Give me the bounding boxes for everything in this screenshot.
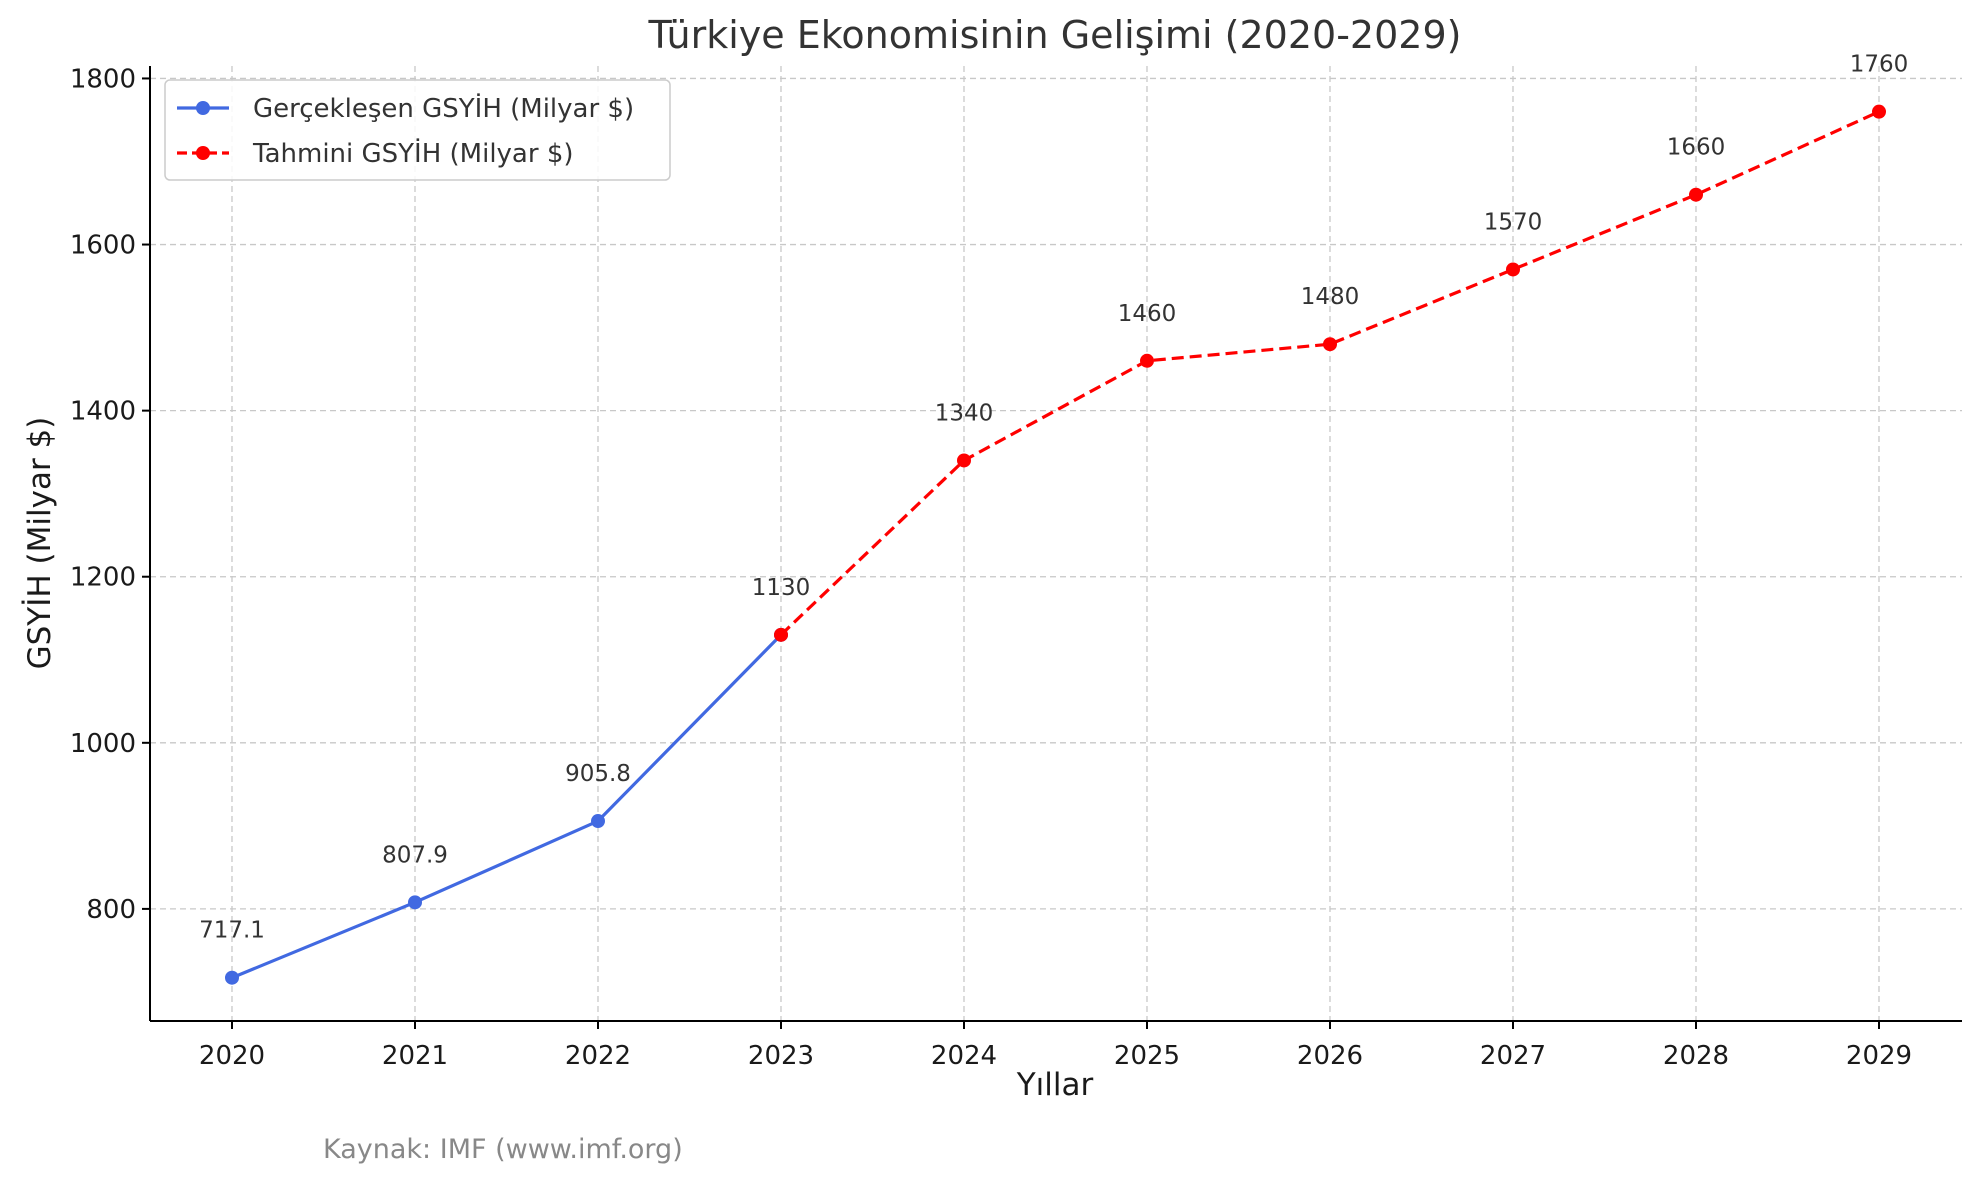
- y-tick-label: 1200: [70, 563, 136, 593]
- data-point-marker: [591, 814, 605, 829]
- legend-box: [164, 79, 671, 181]
- series-line-1: [231, 633, 783, 980]
- y-tick-label: 1400: [70, 397, 136, 427]
- data-label: 717.1: [199, 918, 265, 944]
- data-point-marker: [1323, 337, 1337, 352]
- y-tick-label: 1600: [70, 231, 136, 261]
- data-point-marker: [957, 453, 971, 468]
- data-label: 1130: [752, 575, 811, 601]
- data-label: 1660: [1667, 135, 1726, 161]
- legend: Gerçekleşen GSYİH (Milyar $) Tahmini GSYİ…: [164, 79, 671, 181]
- data-label: 1460: [1118, 301, 1177, 327]
- data-point-marker: [408, 895, 422, 910]
- data-label: 905.8: [565, 761, 631, 787]
- data-label: 1760: [1850, 52, 1909, 78]
- x-tick-label: 2020: [199, 1041, 265, 1071]
- legend-marker: [196, 101, 210, 115]
- axes: [149, 66, 1962, 1022]
- x-tick-label: 2021: [382, 1041, 448, 1071]
- x-tick-label: 2022: [565, 1041, 631, 1071]
- x-tick-label: 2027: [1480, 1041, 1546, 1071]
- y-tick-label: 800: [86, 895, 136, 925]
- chart-title: Türkiye Ekonomisinin Gelişimi (2020-2029…: [648, 13, 1462, 57]
- data-point-marker: [774, 627, 788, 642]
- legend-items: Gerçekleşen GSYİH (Milyar $) Tahmini GSYİ…: [177, 92, 634, 169]
- y-tick-label: 1000: [70, 729, 136, 759]
- data-label: 1480: [1301, 284, 1360, 310]
- data-label: 1570: [1484, 209, 1543, 235]
- x-tick-label: 2028: [1663, 1041, 1729, 1071]
- y-tick-label: 1800: [70, 64, 136, 94]
- x-tick-label: 2023: [748, 1041, 814, 1071]
- data-point-marker: [225, 970, 239, 985]
- y-axis-title: GSYİH (Milyar $): [22, 417, 58, 670]
- series: [225, 104, 1886, 985]
- data-point-marker: [1140, 353, 1154, 368]
- data-labels: 717.1 807.9 905.8 1130 1340 1460 1480 1570 1660 1…: [199, 52, 1908, 944]
- legend-label: Gerçekleşen GSYİH (Milyar $): [253, 92, 634, 124]
- source-note: Kaynak: IMF (www.imf.org): [323, 1134, 683, 1165]
- data-label: 1340: [935, 400, 994, 426]
- ticks: 2020 2021 2022 2023 2024 2025 2026 2027 2028 2029…: [70, 64, 1912, 1071]
- x-tick-label: 2029: [1846, 1041, 1912, 1071]
- legend-marker: [196, 146, 210, 160]
- data-label: 807.9: [382, 842, 448, 868]
- x-tick-label: 2025: [1114, 1041, 1180, 1071]
- x-axis-title: Yıllar: [1016, 1067, 1094, 1103]
- data-point-marker: [1689, 187, 1703, 202]
- x-tick-label: 2024: [931, 1041, 997, 1071]
- x-tick-label: 2026: [1297, 1041, 1363, 1071]
- grid: [150, 66, 1962, 1021]
- legend-label: Tahmini GSYİH (Milyar $): [252, 137, 574, 169]
- data-point-marker: [1872, 104, 1886, 119]
- data-point-marker: [1506, 262, 1520, 277]
